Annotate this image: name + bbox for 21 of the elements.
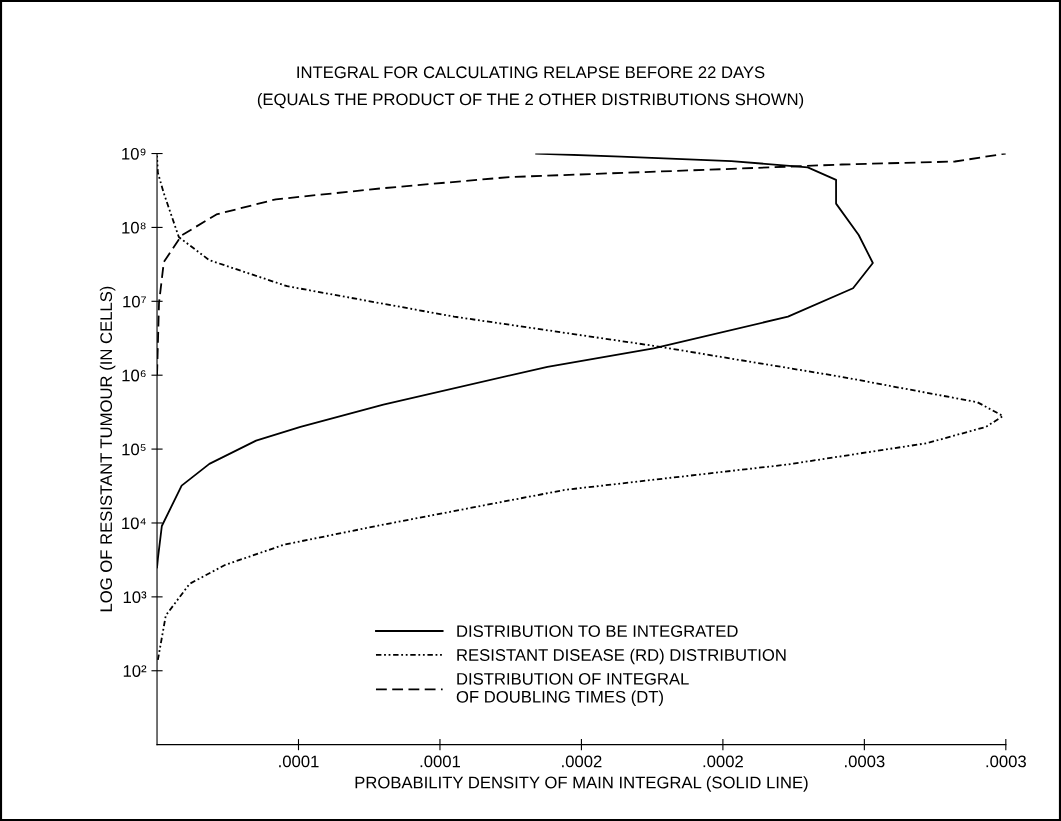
y-axis-title: LOG OF RESISTANT TUMOUR (IN CELLS) <box>99 286 116 612</box>
y-tick-label: 10⁸ <box>122 221 146 234</box>
chart-subtitle: (EQUALS THE PRODUCT OF THE 2 OTHER DISTRIBUTIONS SHOWN) <box>257 93 804 109</box>
x-axis-title: PROBABILITY DENSITY OF MAIN INTEGRAL (SOLID LINE) <box>355 776 808 792</box>
x-tick-label: .0002 <box>703 755 743 768</box>
y-tick-label: 10⁵ <box>122 443 146 456</box>
y-tick-label: 10² <box>123 665 147 677</box>
chart-title: INTEGRAL FOR CALCULATING RELAPSE BEFORE 22 DAYS <box>297 66 765 79</box>
x-tick-label: .0003 <box>845 755 885 768</box>
x-tick-label: .0003 <box>986 755 1026 768</box>
legend-label: DISTRIBUTION TO BE INTEGRATED <box>457 625 738 638</box>
y-tick-label: 10⁶ <box>122 369 146 382</box>
y-tick-label: 10³ <box>123 591 147 604</box>
y-tick-label: 10⁴ <box>122 517 146 530</box>
x-tick-label: .0001 <box>420 755 460 768</box>
legend-label: RESISTANT DISEASE (RD) DISTRIBUTION <box>457 648 786 665</box>
x-tick-label: .0002 <box>562 755 602 768</box>
y-tick-label: 10⁹ <box>122 147 146 160</box>
y-tick-label: 10⁷ <box>123 295 146 308</box>
legend-label: DISTRIBUTION OF INTEGRAL OF DOUBLING TIMES (DT) <box>456 672 689 706</box>
x-tick-label: .0001 <box>279 755 319 768</box>
